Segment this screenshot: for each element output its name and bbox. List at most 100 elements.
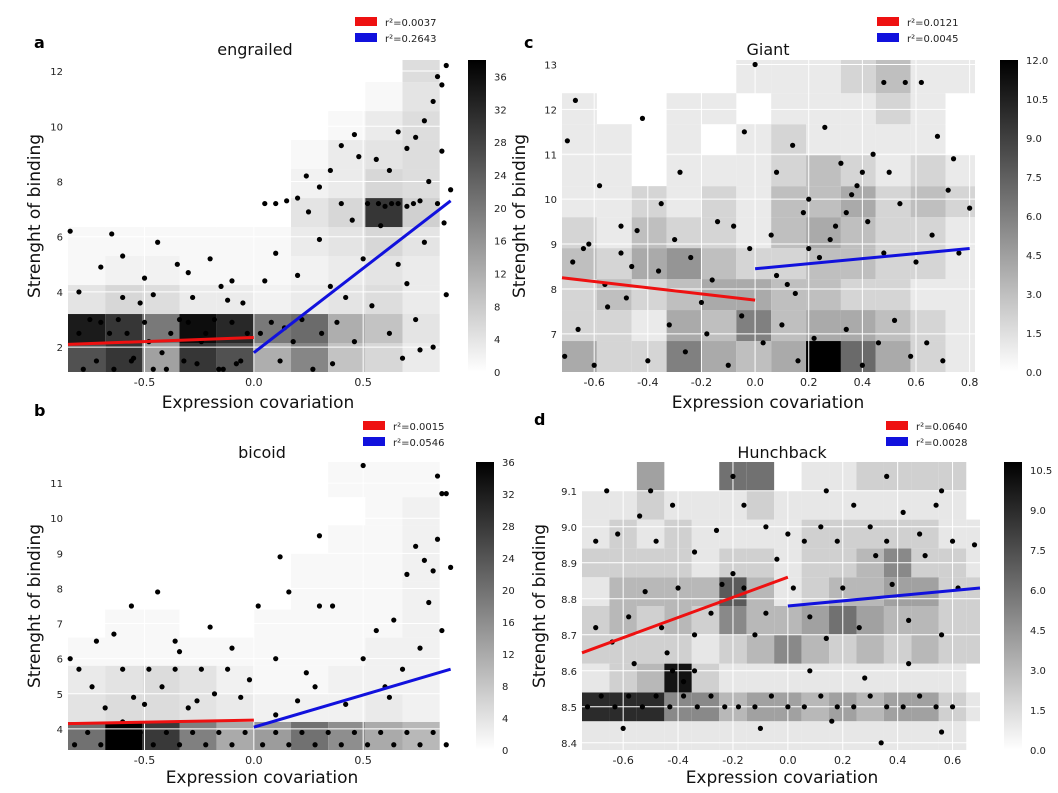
- colorbar-tick-label: 28: [494, 138, 507, 149]
- heatmap-cell: [217, 140, 254, 169]
- data-point: [146, 666, 152, 672]
- heatmap-cell: [365, 581, 403, 610]
- data-point: [238, 358, 244, 364]
- heatmap-cell: [328, 111, 366, 141]
- data-point: [343, 294, 349, 301]
- heatmap-cell: [691, 721, 720, 750]
- heatmap-cell: [68, 343, 106, 372]
- heatmap-cell: [216, 285, 254, 315]
- colorbar-tick-label: 0: [502, 746, 508, 757]
- heatmap-cell: [105, 525, 142, 553]
- heatmap-cell: [402, 462, 440, 498]
- data-point: [299, 729, 305, 736]
- heatmap-cell: [142, 140, 179, 169]
- heatmap-cell: [840, 279, 876, 311]
- heatmap-cell: [911, 519, 939, 549]
- x-tick-label: -0.5: [134, 754, 155, 767]
- data-point: [922, 553, 928, 559]
- heatmap-cell: [216, 637, 254, 666]
- heatmap-cell: [692, 462, 719, 491]
- data-point: [933, 502, 939, 508]
- heatmap-cell: [840, 93, 876, 125]
- colorbar-tick-label: 9.0: [1030, 506, 1046, 517]
- heatmap-cell: [68, 111, 105, 140]
- heatmap-cell: [691, 490, 720, 520]
- data-point: [434, 73, 441, 80]
- y-tick-label: 9.0: [561, 523, 577, 534]
- colorbar-tick-label: 36: [502, 458, 515, 469]
- heatmap-cell: [402, 525, 440, 554]
- data-point: [87, 316, 93, 323]
- data-point: [722, 704, 728, 710]
- data-point: [404, 145, 410, 151]
- data-point: [851, 704, 857, 710]
- y-tick-label: 12: [50, 67, 63, 78]
- data-point: [327, 167, 333, 174]
- heatmap-cell: [216, 693, 254, 722]
- data-point: [801, 704, 807, 710]
- heatmap-cell: [328, 637, 366, 666]
- heatmap-cell: [701, 124, 736, 155]
- data-point: [811, 335, 817, 341]
- data-point: [971, 542, 978, 548]
- data-point: [648, 488, 654, 494]
- data-point: [938, 632, 945, 638]
- data-point: [417, 742, 423, 748]
- data-point: [889, 581, 895, 588]
- data-point: [211, 316, 218, 323]
- heatmap-cell: [736, 341, 772, 372]
- x-tick-label: 0.2: [834, 754, 852, 767]
- fit-line-blue: [253, 667, 452, 729]
- data-point: [111, 366, 117, 372]
- data-point: [667, 704, 673, 710]
- y-axis-label: Strenght of binding: [510, 134, 530, 298]
- heatmap-cell: [806, 60, 841, 94]
- heatmap-cell: [68, 227, 106, 257]
- heatmap-cell: [291, 665, 329, 694]
- y-tick-label: 8.7: [561, 631, 577, 642]
- data-point: [238, 694, 244, 700]
- heatmap-cell: [562, 310, 597, 342]
- chart-panel-c: -0.6 -0.4 -0.2 0.0 0.2 0.4 0.6 0.8 7 8 9 10 11 12 13 Ex…: [510, 17, 1048, 413]
- data-point: [150, 742, 156, 748]
- data-point: [694, 704, 700, 710]
- heatmap-cell: [966, 491, 980, 520]
- data-point: [395, 129, 401, 135]
- y-tick-label: 8.6: [561, 667, 577, 678]
- heatmap-cell: [180, 198, 217, 227]
- heatmap-cell: [840, 124, 876, 156]
- data-point: [773, 169, 780, 175]
- data-point: [391, 742, 397, 748]
- heatmap-cell: [402, 82, 440, 112]
- heatmap-cell: [666, 310, 702, 342]
- x-tick-label: -0.2: [691, 376, 712, 389]
- panel-label: c: [524, 33, 533, 52]
- data-point: [421, 239, 427, 245]
- heatmap-cell: [771, 217, 807, 249]
- heatmap-cell: [328, 227, 366, 257]
- data-point: [658, 201, 664, 207]
- heatmap-cell: [596, 341, 632, 372]
- data-point: [229, 742, 235, 748]
- data-point: [316, 184, 323, 190]
- colorbar-tick-label: 12.0: [1026, 56, 1048, 67]
- heatmap-cell: [253, 637, 292, 666]
- data-point: [434, 536, 441, 542]
- colorbar-tick-label: 16: [494, 237, 507, 248]
- heatmap-cell: [365, 82, 403, 112]
- chart-title: bicoid: [238, 443, 286, 462]
- heatmap-cell: [736, 93, 771, 124]
- data-point: [623, 295, 629, 301]
- data-point: [741, 585, 747, 591]
- data-point: [664, 650, 670, 656]
- data-point: [849, 192, 855, 198]
- heatmap-cell: [291, 462, 328, 497]
- heatmap-cell: [806, 186, 841, 218]
- heatmap-cell: [736, 186, 772, 218]
- data-point: [190, 294, 196, 301]
- heatmap-cell: [596, 186, 632, 218]
- heatmap-cell: [254, 82, 291, 111]
- heatmap-cell: [691, 577, 720, 606]
- data-point: [949, 538, 956, 544]
- data-point: [434, 200, 441, 207]
